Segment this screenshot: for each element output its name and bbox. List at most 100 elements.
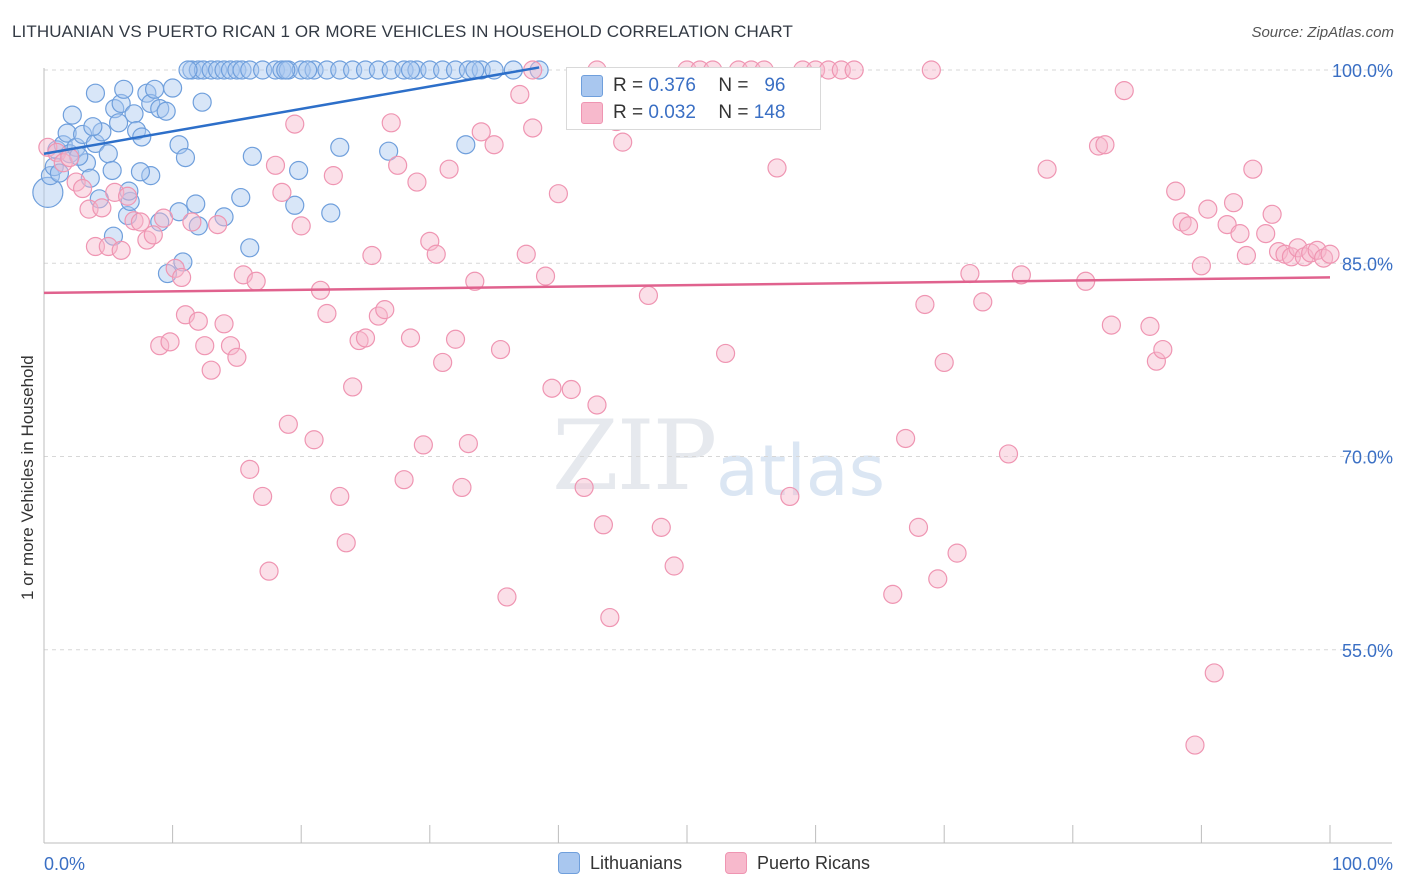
puerto-rican-point [1230,224,1250,244]
lithuanian-point [178,60,198,80]
puerto-rican-point [1140,316,1160,336]
blue-swatch-icon [581,75,603,97]
puerto-rican-point [1101,315,1121,335]
puerto-rican-point [921,60,941,80]
stats-legend-box: R = 0.376 N = 96 R = 0.032 N = 148 [566,67,821,130]
puerto-rican-point [561,379,581,400]
puerto-rican-point [265,155,286,175]
puerto-rican-point [317,303,337,324]
puerto-rican-point [1307,240,1327,260]
lithuanian-point [285,195,305,215]
lithuanian-point [124,104,144,124]
puerto-rican-point [593,515,614,535]
puerto-rican-point [1146,351,1166,371]
puerto-rican-point [253,486,273,507]
puerto-rican-point [1243,159,1263,179]
puerto-rican-point [1204,663,1224,683]
lithuanian-point [330,137,350,157]
lithuanian-point [126,120,147,141]
lithuanian-point [114,79,134,99]
puerto-rican-point [182,212,202,232]
lithuanian-point [276,60,296,80]
lithuanian-point [175,148,196,168]
pink-square-icon [725,852,747,874]
lithuanian-point [102,160,122,181]
lithuanian-point [456,135,476,155]
puerto-rican-point [600,607,620,628]
puerto-rican-point [117,186,138,206]
puerto-rican-point [1153,339,1173,360]
lithuanian-point [83,117,103,137]
legend-item-puerto-ricans[interactable]: Puerto Ricans [725,852,870,874]
puerto-rican-point [1320,244,1340,264]
puerto-rican-point [172,267,192,288]
lithuanian-point [98,144,118,164]
lithuanian-point [92,122,112,142]
puerto-rican-point [947,543,967,563]
lithuanian-point [220,60,241,80]
puerto-rican-point [53,153,73,173]
lithuanian-point [85,83,106,103]
puerto-rican-point [355,328,376,348]
stats-row-puerto-ricans: R = 0.032 N = 148 [581,100,785,126]
puerto-rican-point [1191,256,1212,276]
lithuanian-point [379,141,399,161]
puerto-rican-point [72,178,93,199]
lithuanian-point [32,176,64,208]
puerto-rican-point [960,263,980,284]
puerto-rican-point [323,166,343,186]
puerto-rican-point [388,155,408,175]
legend-label-lithuanians: Lithuanians [590,852,683,873]
puerto-rican-point [998,444,1019,464]
chart-title: LITHUANIAN VS PUERTO RICAN 1 OR MORE VEH… [12,22,793,41]
puerto-rican-point [153,208,174,228]
puerto-rican-point [767,158,787,178]
source-credit: Source: ZipAtlas.com [1251,24,1394,41]
lithuanian-point [192,92,212,112]
puerto-rican-point [304,430,324,450]
puerto-rican-point [1166,181,1186,201]
lithuanian-point [111,93,131,114]
puerto-rican-point [458,434,478,454]
puerto-rican-point [1011,265,1031,285]
puerto-rican-point [1088,136,1109,156]
lithuanian-trend-line [43,66,540,155]
puerto-rican-point [1262,204,1282,224]
y-tick-label: 55.0% [1342,641,1393,661]
lithuanian-point [289,160,309,181]
puerto-rican-point [285,114,305,134]
puerto-rican-point [1114,81,1134,101]
puerto-rican-point [484,135,504,155]
puerto-rican-point [452,477,472,498]
puerto-rican-point [240,459,260,479]
legend-item-lithuanians[interactable]: Lithuanians [558,852,682,874]
puerto-rican-point [343,377,363,397]
lithuanian-point [156,101,176,121]
r-label: R = [613,75,644,96]
lithuanian-point [57,123,77,143]
puerto-rican-point [362,245,382,266]
puerto-rican-point [490,339,511,360]
n-label: N = [718,75,749,96]
lithuanian-point [163,78,183,98]
puerto-rican-point [220,336,241,356]
puerto-rican-point [394,470,414,490]
lithuanian-point [173,252,193,272]
puerto-rican-point [780,486,800,507]
puerto-rican-point [407,172,427,192]
puerto-rican-point [439,159,459,179]
y-tick-label: 85.0% [1342,254,1393,274]
puerto-rican-point [928,569,948,589]
puerto-rican-point [883,584,903,604]
puerto-rican-point [548,184,569,204]
puerto-rican-point [124,211,144,231]
puerto-rican-point [143,225,163,245]
puerto-rican-point [638,285,659,306]
watermark-zip: ZIP [552,400,717,512]
lithuanian-point [186,194,206,214]
stats-row-lithuanians: R = 0.376 N = 96 [581,73,785,99]
puerto-rican-point [465,271,485,291]
puerto-rican-point [375,300,395,320]
puerto-rican-point [973,292,993,312]
